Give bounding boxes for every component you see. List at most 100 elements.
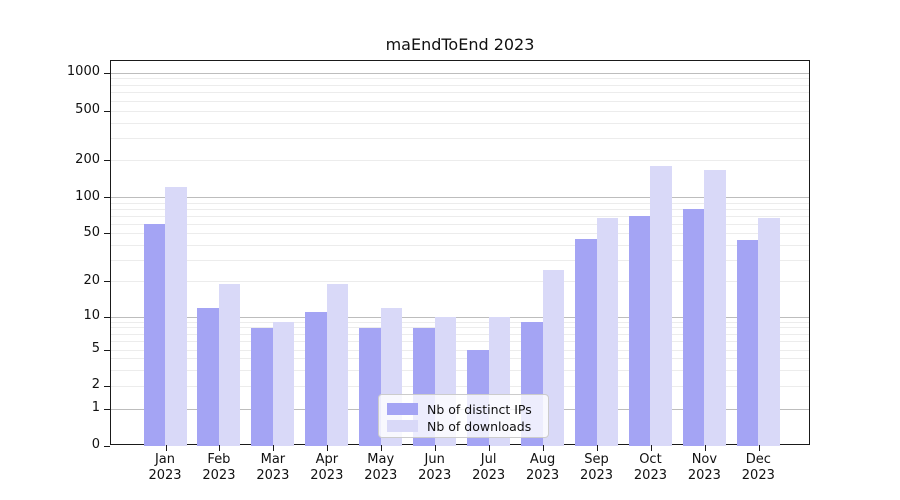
legend-label: Nb of distinct IPs [427,401,532,417]
x-tick-label: Feb 2023 [202,452,236,483]
y-minor-gridline [111,358,809,360]
bar-distinct-ips [305,312,327,446]
y-tick-label: 200 [75,151,100,167]
y-minor-gridline [111,233,809,235]
y-tick-mark [104,72,110,74]
bar-distinct-ips [628,216,651,446]
y-tick-mark [104,197,110,199]
y-tick-mark [104,408,110,410]
y-minor-gridline [111,281,809,282]
x-tick-mark [758,445,760,451]
bar-distinct-ips [575,239,597,446]
legend-label: Nb of downloads [427,418,532,434]
bar-downloads [218,284,241,446]
y-tick-label: 5 [91,341,100,357]
y-minor-gridline [111,327,809,329]
bar-downloads [650,166,672,446]
x-tick-label: Nov 2023 [687,452,721,483]
y-minor-gridline [111,160,809,161]
x-tick-mark [435,445,437,451]
y-minor-gridline [111,223,809,225]
x-tick-mark [273,445,275,451]
y-minor-gridline [111,244,809,246]
x-tick-mark [597,445,599,451]
legend: Nb of distinct IPs Nb of downloads [378,394,549,438]
y-tick-mark [104,233,110,235]
x-tick-label: Dec 2023 [741,452,775,483]
y-minor-gridline [111,321,809,323]
x-tick-label: Oct 2023 [633,452,667,483]
y-tick-mark [104,385,110,387]
bar-downloads [596,217,619,446]
x-tick-label: May 2023 [364,452,398,483]
y-minor-gridline [111,349,809,351]
y-minor-gridline [111,78,809,80]
x-tick-label: Jul 2023 [472,452,506,483]
y-minor-gridline [111,84,809,86]
bar-distinct-ips [197,307,219,446]
bar-distinct-ips [736,240,759,446]
y-tick-label: 0 [91,437,100,452]
plot-area: Nb of distinct IPs Nb of downloads [104,60,810,451]
y-minor-gridline [111,215,809,217]
x-tick-mark [165,445,167,451]
y-tick-label: 1000 [66,64,100,79]
bar-downloads [704,170,726,446]
y-major-gridline [111,72,809,74]
x-tick-mark [489,445,491,451]
bar-distinct-ips [143,224,165,446]
y-tick-mark [104,160,110,161]
chart-title: maEndToEnd 2023 [385,35,535,54]
x-tick-mark [219,445,221,451]
bar-downloads [272,322,295,446]
y-minor-gridline [111,369,809,371]
y-tick-mark [104,349,110,351]
bar-downloads [758,217,780,446]
y-tick-label: 2 [91,377,100,392]
bar-distinct-ips [359,327,381,446]
x-tick-mark [381,445,383,451]
y-minor-gridline [111,100,809,102]
x-tick-label: Aug 2023 [526,452,560,483]
x-tick-label: Jan 2023 [148,452,182,483]
bar-downloads [326,284,349,446]
legend-swatch-icon [387,420,418,432]
x-tick-label: Sep 2023 [579,452,614,483]
x-tick-mark [704,445,706,451]
y-tick-label: 20 [83,272,100,288]
bar-downloads [165,186,187,446]
y-minor-gridline [111,259,809,261]
y-tick-label: 10 [83,308,100,324]
x-tick-mark [650,445,652,451]
y-minor-gridline [111,208,809,210]
y-minor-gridline [111,122,809,124]
y-tick-label: 500 [75,102,100,117]
y-minor-gridline [111,110,809,112]
legend-item: Nb of distinct IPs [387,401,540,417]
x-tick-mark [327,445,329,451]
y-minor-gridline [111,333,809,335]
y-tick-label: 100 [75,188,100,204]
legend-swatch-icon [387,403,418,415]
y-tick-mark [104,281,110,282]
x-tick-mark [543,445,545,451]
y-minor-gridline [111,92,809,94]
y-minor-gridline [111,385,809,387]
bar-distinct-ips [251,327,273,446]
bar-distinct-ips [682,209,705,446]
y-tick-mark [104,445,110,447]
y-minor-gridline [111,138,809,140]
legend-item: Nb of downloads [387,418,540,434]
y-major-gridline [111,316,809,318]
y-tick-label: 1 [91,400,100,416]
x-tick-label: Jun 2023 [418,452,452,483]
x-tick-label: Mar 2023 [256,452,290,483]
y-minor-gridline [111,341,809,343]
y-tick-mark [104,110,110,112]
y-tick-label: 50 [83,224,100,240]
y-minor-gridline [111,202,809,204]
x-tick-label: Apr 2023 [310,452,344,483]
y-major-gridline [111,197,809,199]
y-tick-mark [104,316,110,318]
